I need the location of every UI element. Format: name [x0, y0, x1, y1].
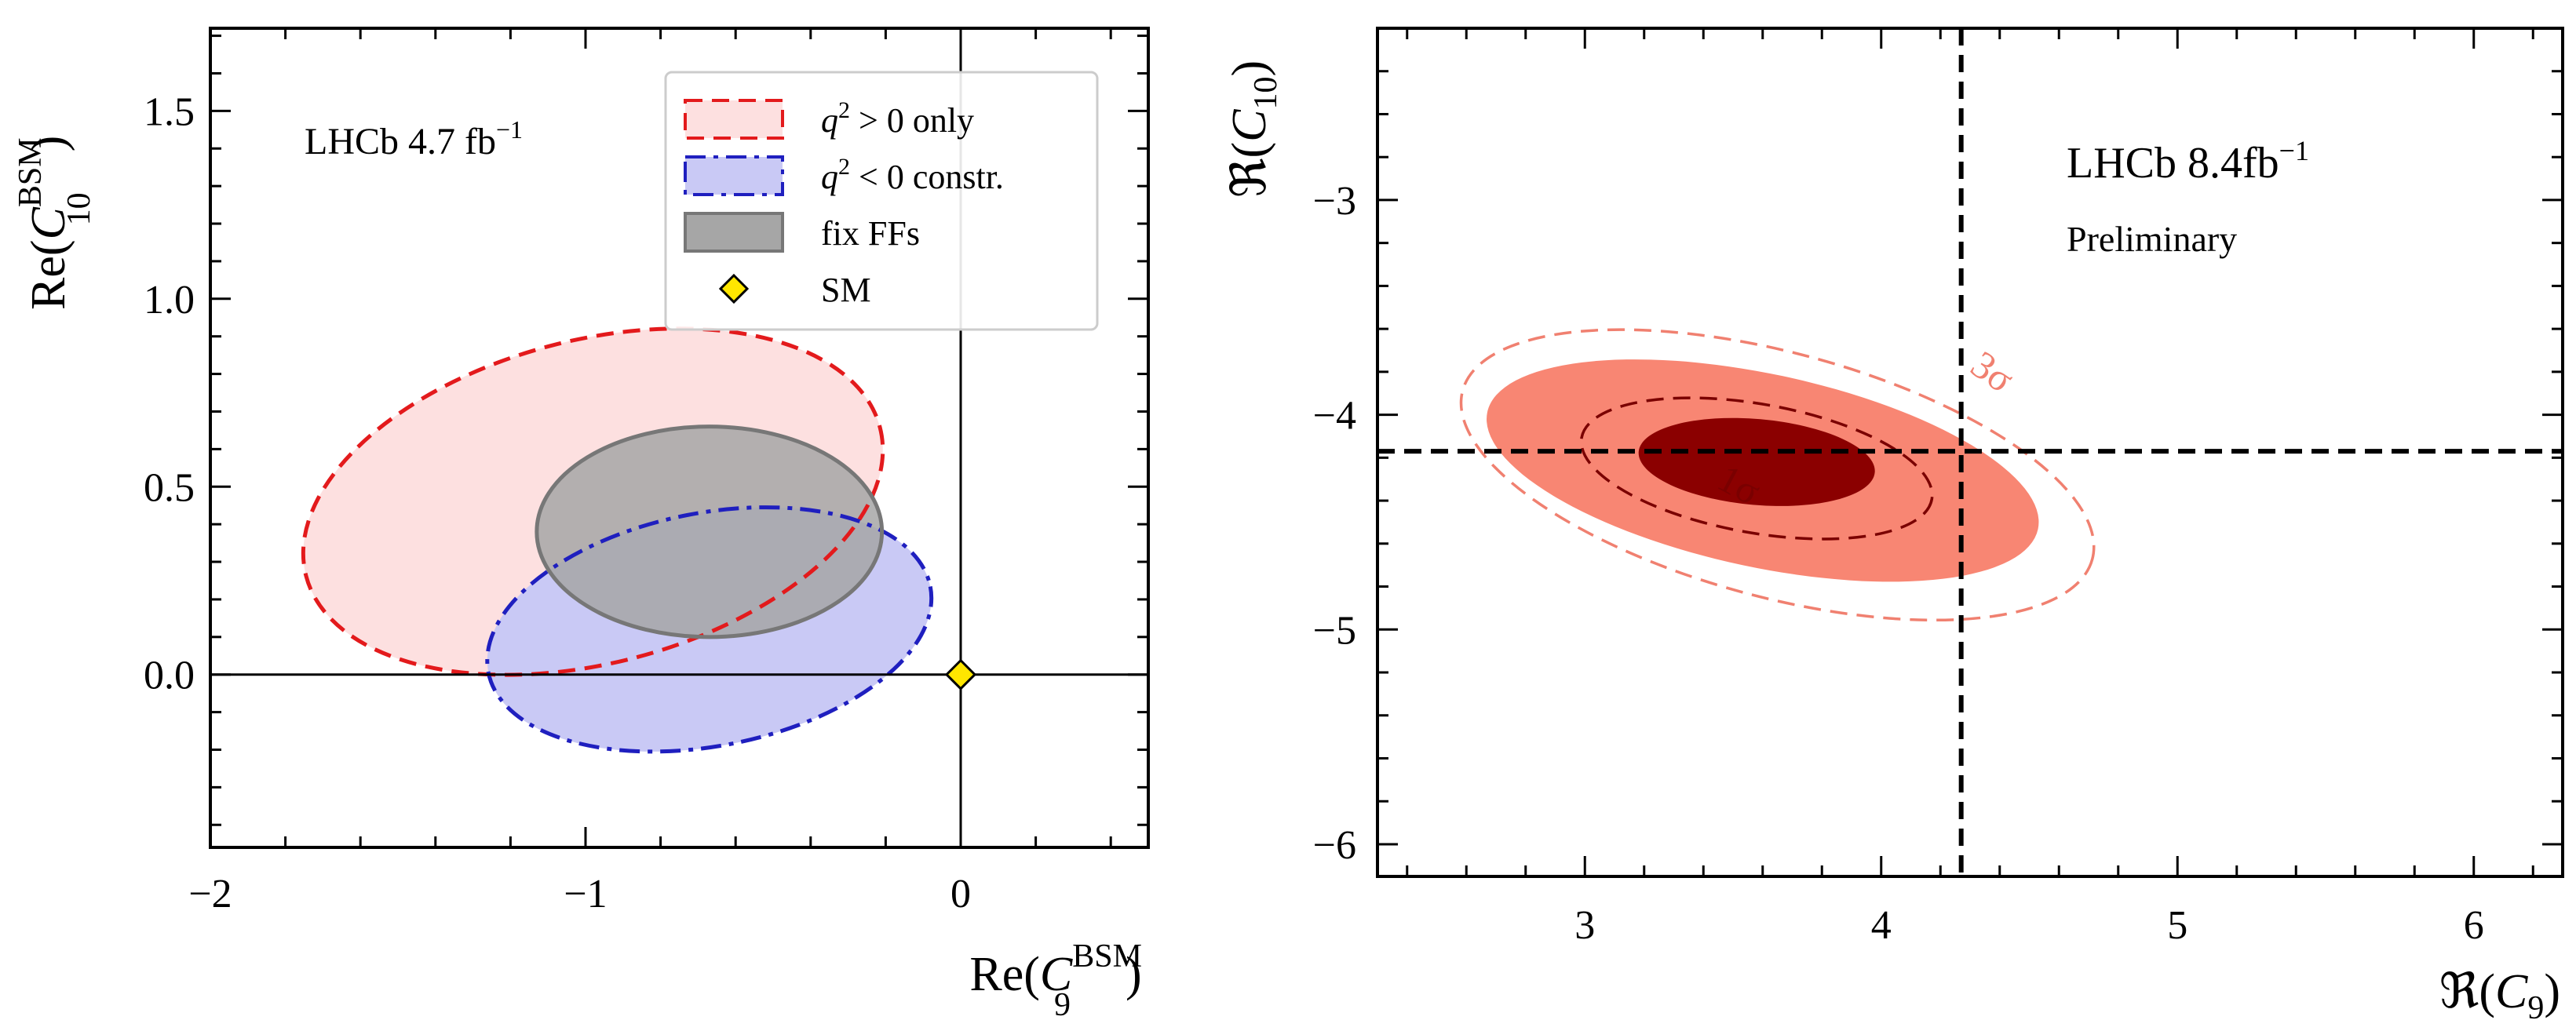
left-plot-area	[210, 28, 1148, 847]
left-annotation-text: LHCb 4.7 fb	[305, 121, 496, 162]
region-edge-q2-pos	[301, 326, 885, 677]
left-ytick-label: 0.0	[144, 654, 195, 698]
left-annotation: LHCb 4.7 fb−1	[305, 115, 523, 162]
right-xtick-label: 3	[1574, 903, 1595, 948]
left-ytick-label: 0.5	[144, 465, 195, 510]
right-xtick-label: 4	[1871, 903, 1892, 948]
right-ytick-label: −3	[1313, 179, 1356, 224]
left-chart: −2 −1 00.00.51.01.5 LHCb 4.7 fb−1 q2 > 0 o…	[13, 27, 1150, 1023]
left-x-axis-label: Re(CBSM 9)	[969, 938, 1142, 1023]
right-x-axis-label: ℜ(C9)	[2439, 965, 2560, 1026]
right-y-axis-label: ℜ(C10)	[1223, 60, 1284, 198]
left-legend: q2 > 0 only q2 < 0 constr. fix FFs SM	[664, 71, 1099, 331]
legend-label-sm: SM	[821, 271, 871, 309]
legend-label-q2-neg: q2 < 0 constr.	[821, 154, 1004, 196]
legend-label-q2-pos: q2 > 0 only	[821, 97, 974, 140]
sm-marker	[944, 658, 977, 690]
legend-swatch-fix-ffs	[684, 212, 784, 253]
left-axes-frame	[209, 27, 1150, 849]
left-xtick-label: −1	[564, 872, 607, 916]
left-ytick-label: 1.5	[144, 89, 195, 134]
legend-label-fix-ffs: fix FFs	[821, 214, 920, 253]
region-3	[1638, 417, 1875, 506]
legend-swatch-q2-pos	[684, 99, 784, 140]
legend-swatch-q2-neg	[684, 155, 784, 196]
left-xtick-label: −2	[188, 872, 232, 916]
left-tick-labels: −2 −1 0 0.0 0.5 1.0 1.5	[144, 89, 971, 916]
right-tick-labels: 3 4 5 6 −6 −5 −4 −3	[1313, 179, 2484, 948]
legend-sm-diamond	[718, 273, 750, 304]
contour-2	[1579, 396, 1934, 541]
right-annotation: LHCb 8.4fb−1	[2067, 135, 2309, 188]
left-y-axis-label-group: Re(CBSM10)	[13, 136, 97, 310]
right-xtick-label: 6	[2464, 903, 2484, 948]
right-y-axis-label-group: ℜ(C10)	[1223, 60, 1284, 198]
right-annotation-text: LHCb 8.4fb	[2067, 139, 2279, 188]
right-annotation-subtext: Preliminary	[2067, 219, 2237, 259]
contour-0	[1459, 328, 2096, 622]
left-ytick-label: 1.0	[144, 278, 195, 322]
region-edge-fix-ffs	[535, 424, 885, 639]
right-tick-marks	[1377, 27, 2563, 876]
right-ytick-label: −6	[1313, 823, 1356, 868]
left-y-axis-label: Re(CBSM10)	[13, 136, 97, 310]
right-plot-area	[1377, 28, 2563, 876]
left-xtick-label: 0	[950, 872, 971, 916]
right-ytick-label: −5	[1313, 608, 1356, 653]
right-annotation-sup: −1	[2279, 135, 2309, 166]
legend-swatch-sm	[718, 273, 750, 304]
right-axes-frame	[1376, 27, 2564, 878]
left-annotation-sup: −1	[496, 115, 523, 144]
right-ytick-label: −4	[1313, 394, 1356, 439]
right-xtick-label: 5	[2167, 903, 2187, 948]
